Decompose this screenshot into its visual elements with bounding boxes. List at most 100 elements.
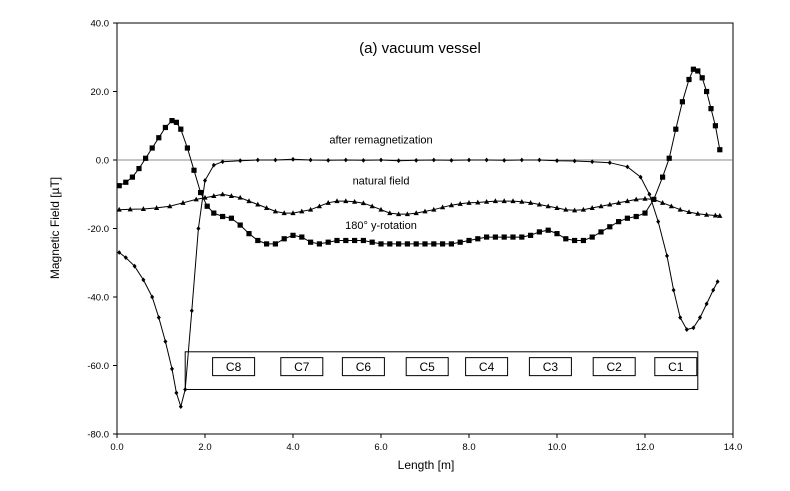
- series-2-point: [290, 232, 296, 238]
- series-1-point: [502, 157, 507, 163]
- x-tick-label: 2.0: [198, 442, 211, 453]
- series-3-point: [228, 193, 234, 198]
- series-2-point: [272, 241, 278, 247]
- series-3-point: [545, 203, 551, 209]
- series-2-point: [343, 237, 349, 244]
- series-3-point: [264, 205, 270, 210]
- series-3-point: [404, 211, 410, 217]
- series-2-point: [360, 237, 366, 244]
- series-2-point: [228, 215, 234, 221]
- series-3-point: [360, 200, 366, 206]
- coil-segment: [280, 357, 324, 377]
- series-2-point: [607, 224, 613, 230]
- annotation-label: natural field: [353, 176, 410, 188]
- series-3-point: [180, 200, 186, 205]
- series-3-point: [299, 208, 305, 214]
- series-3-point: [246, 198, 252, 204]
- series-1-point: [665, 253, 669, 259]
- series-2-point: [255, 237, 261, 244]
- series-3-point: [536, 201, 542, 207]
- series-1-point: [537, 157, 542, 163]
- series-3-point: [281, 210, 287, 216]
- series-2-point: [624, 215, 630, 221]
- series-1-point: [671, 287, 676, 293]
- series-3-point: [677, 206, 683, 212]
- series-3-point: [202, 194, 208, 200]
- series-3-point: [154, 205, 160, 210]
- series-1-point: [484, 157, 489, 163]
- series-2-point: [642, 210, 648, 216]
- x-axis-ticks: 0.0 2.0 4.0 6.0 8.0 10.0 12.0 14.0: [110, 434, 742, 453]
- series-1-point: [519, 157, 524, 163]
- series-2-point: [431, 241, 437, 247]
- series-1-point: [170, 366, 174, 372]
- series-2-point: [712, 123, 718, 129]
- series-2-point: [352, 237, 358, 244]
- series-2-point: [308, 239, 314, 245]
- series-1-point: [698, 315, 702, 320]
- series-2-point: [717, 147, 723, 153]
- series-3-point: [695, 210, 701, 216]
- x-tick-label: 10.0: [548, 442, 567, 453]
- series-1-point: [308, 157, 313, 163]
- series-2-point: [545, 227, 551, 233]
- series-3-point: [554, 205, 560, 210]
- series-1-point: [396, 158, 401, 164]
- series-1-point: [555, 158, 559, 164]
- coil-segment: [341, 357, 385, 377]
- series-2-point: [173, 119, 179, 125]
- series-2-point: [136, 165, 142, 172]
- series-2-point: [448, 241, 454, 247]
- series-2-point: [149, 145, 155, 151]
- series-1-point: [656, 219, 661, 225]
- series-3-point: [369, 203, 375, 209]
- series-1-point: [156, 315, 161, 320]
- series-3-point: [475, 199, 481, 205]
- series-3-point: [633, 196, 639, 202]
- series-2-point: [563, 236, 569, 242]
- series-1-point: [414, 157, 419, 163]
- series-2-point: [369, 239, 375, 245]
- series-1-point: [715, 279, 720, 284]
- series-3-point: [607, 201, 613, 207]
- series-3-point: [651, 196, 657, 202]
- series-1-point: [123, 255, 128, 261]
- series-1-point: [211, 162, 216, 168]
- series-2-point: [143, 155, 149, 161]
- series-3-point: [378, 206, 384, 212]
- series-2-point: [580, 237, 586, 244]
- series-3-point: [413, 210, 419, 216]
- series-3-point: [220, 191, 226, 197]
- annotation-label: 180° y-rotation: [345, 220, 417, 232]
- series-2-point: [246, 231, 252, 237]
- series-2-point: [457, 239, 463, 245]
- series-3-point: [237, 194, 243, 200]
- series-2-point: [466, 237, 472, 244]
- series-2-point: [422, 241, 428, 247]
- series-2-point: [325, 239, 331, 245]
- coil-label: C6: [356, 360, 372, 374]
- series-1-point: [379, 157, 383, 163]
- series-3-point: [580, 206, 586, 212]
- series-2-point: [178, 126, 184, 132]
- series-3-point: [140, 206, 146, 211]
- series-3-point: [352, 198, 358, 204]
- series-1-point: [117, 250, 122, 255]
- series-2-point: [572, 237, 578, 244]
- series-2-point: [492, 234, 498, 240]
- series-2-point: [299, 234, 305, 240]
- series-3-point: [510, 198, 516, 204]
- series-2-point: [510, 234, 516, 240]
- series-1-point: [711, 287, 716, 293]
- coil-box-group: C8 C7 C6 C5 C4 C3 C2 C1: [184, 351, 699, 390]
- series-group: [116, 66, 723, 409]
- series-3-point: [316, 203, 322, 209]
- series-1-point: [163, 339, 168, 344]
- y-tick-label: 20.0: [91, 87, 110, 98]
- coil-segment: [405, 357, 449, 377]
- series-1-point: [625, 164, 630, 170]
- series-3-point: [343, 198, 349, 204]
- series-1-point: [141, 277, 146, 283]
- series-1-point: [203, 178, 207, 183]
